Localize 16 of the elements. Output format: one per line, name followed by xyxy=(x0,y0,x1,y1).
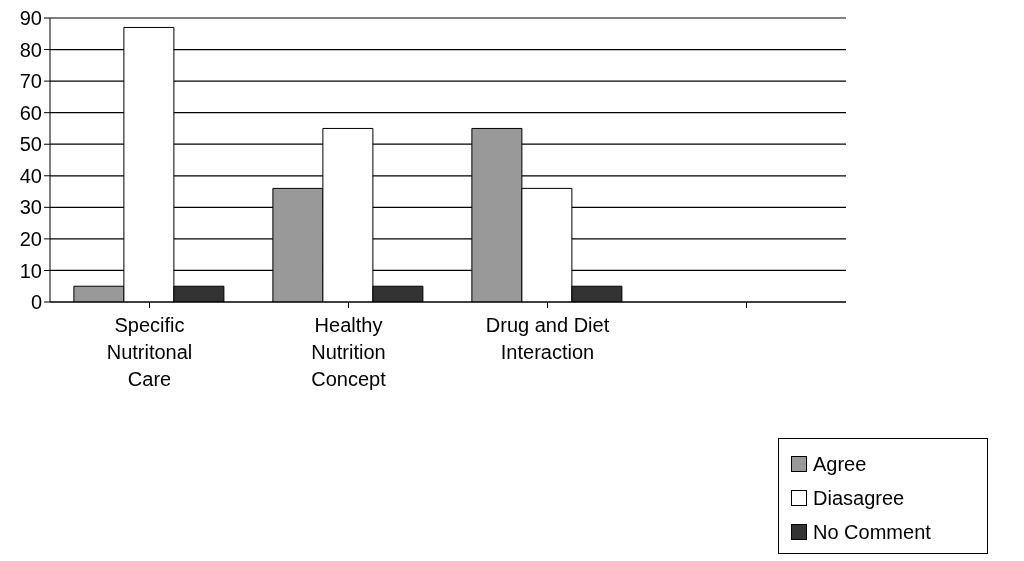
x-tick-label: Specific Nutritonal Care xyxy=(106,314,193,390)
y-tick-label: 30 xyxy=(19,196,42,219)
x-tick-label: Healthy Nutrition Concept xyxy=(311,314,387,390)
y-tick-label: 70 xyxy=(19,70,42,93)
legend-label: No Comment xyxy=(813,520,931,545)
y-tick-label: 40 xyxy=(19,164,42,187)
x-tick-label: Drug and Diet Interaction xyxy=(485,314,610,363)
y-tick-label: 10 xyxy=(19,259,42,282)
y-tick-label: 80 xyxy=(19,38,42,61)
y-tick-label: 60 xyxy=(19,101,42,124)
y-tick-label: 0 xyxy=(30,291,42,314)
y-tick-label: 50 xyxy=(19,133,42,156)
y-tick-label: 20 xyxy=(19,227,42,250)
legend-label: Diasagree xyxy=(813,486,905,511)
legend-label: Agree xyxy=(813,452,867,477)
y-tick-label: 90 xyxy=(19,7,42,30)
